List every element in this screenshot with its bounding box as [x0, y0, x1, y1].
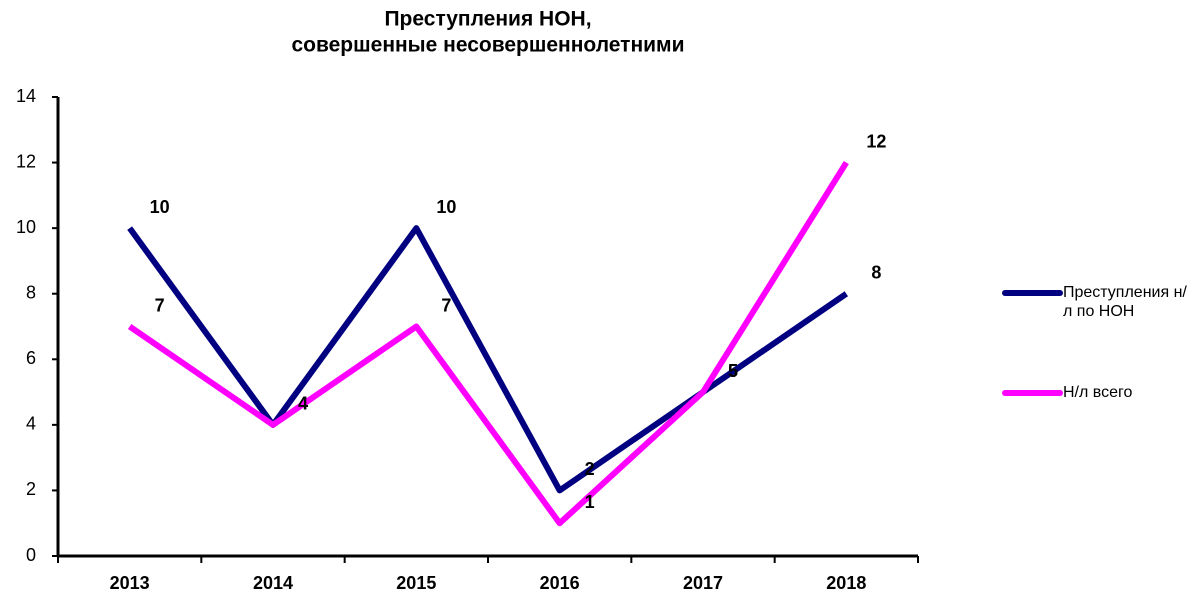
data-label: 2 [585, 459, 595, 479]
y-tick-label: 8 [26, 282, 36, 302]
x-tick-label: 2016 [540, 573, 580, 593]
data-label: 10 [436, 197, 456, 217]
chart-title: совершенные несовершеннолетними [291, 34, 684, 57]
data-label: 4 [298, 394, 308, 414]
x-tick-label: 2014 [253, 573, 293, 593]
y-tick-label: 2 [26, 479, 36, 499]
data-label: 5 [728, 361, 738, 381]
y-tick-label: 14 [16, 86, 36, 106]
data-label: 5 [728, 361, 738, 381]
data-label: 7 [155, 295, 165, 315]
legend-label: Преступления н/л по НОН [1063, 284, 1187, 320]
y-tick-label: 10 [16, 217, 36, 237]
series-line [127, 160, 849, 527]
chart-title: Преступления НОН, [384, 8, 591, 31]
y-tick-label: 4 [26, 414, 36, 434]
x-tick-label: 2015 [396, 573, 436, 593]
x-tick-label: 2018 [826, 573, 866, 593]
data-label: 8 [871, 262, 881, 282]
data-label: 12 [866, 131, 886, 151]
y-tick-label: 6 [26, 348, 36, 368]
legend-item: Преступления н/л по НОН [1063, 284, 1187, 320]
y-tick-label: 12 [16, 151, 36, 171]
data-label: 1 [585, 492, 595, 512]
y-tick-label: 0 [26, 545, 36, 565]
series-line [127, 225, 849, 494]
legend-item: Н/л всего [1063, 384, 1133, 401]
x-tick-label: 2013 [110, 573, 150, 593]
x-tick-label: 2017 [683, 573, 723, 593]
data-label: 10 [150, 197, 170, 217]
data-label: 7 [441, 295, 451, 315]
legend-label: Н/л всего [1063, 384, 1133, 401]
